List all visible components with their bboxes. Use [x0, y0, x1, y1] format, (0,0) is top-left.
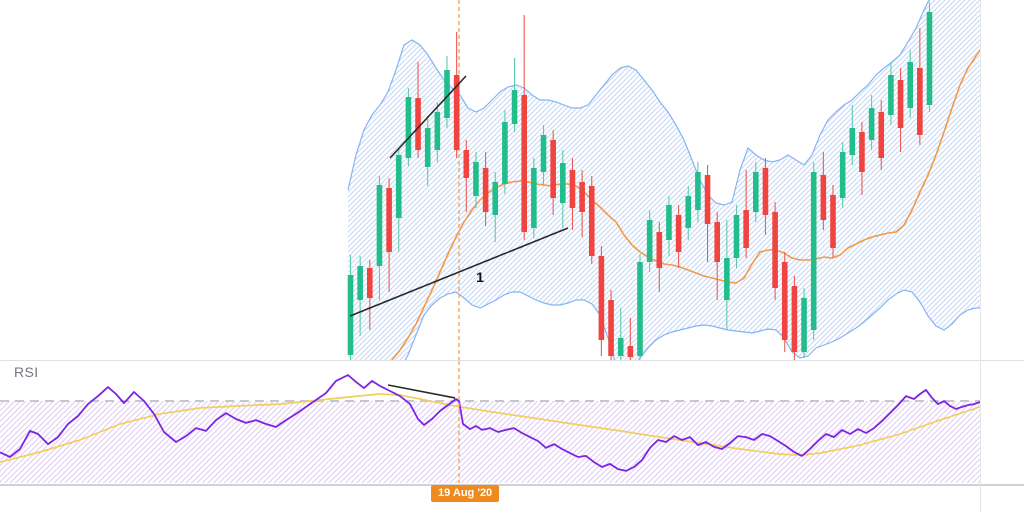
- wave-count-label[interactable]: 1: [476, 269, 484, 285]
- moving-average-line: [391, 49, 980, 360]
- price-chart-canvas[interactable]: 1: [0, 0, 1024, 360]
- rsi-zone-band: [0, 400, 980, 483]
- time-axis[interactable]: [0, 484, 1024, 512]
- price-trendlines[interactable]: [349, 75, 569, 317]
- rsi-line: [0, 374, 980, 472]
- period-gridline: [980, 0, 981, 512]
- rsi-panel[interactable]: RSI: [0, 360, 1024, 484]
- candlestick-series[interactable]: [347, 2, 933, 360]
- rsi-chart-canvas[interactable]: [0, 361, 1024, 483]
- crosshair-date-badge: 19 Aug '20: [431, 485, 500, 502]
- bollinger-band: [347, 0, 980, 360]
- price-panel[interactable]: 1: [0, 0, 1024, 360]
- rsi-indicator-label: RSI: [14, 364, 39, 380]
- rsi-trendline[interactable]: [387, 384, 456, 399]
